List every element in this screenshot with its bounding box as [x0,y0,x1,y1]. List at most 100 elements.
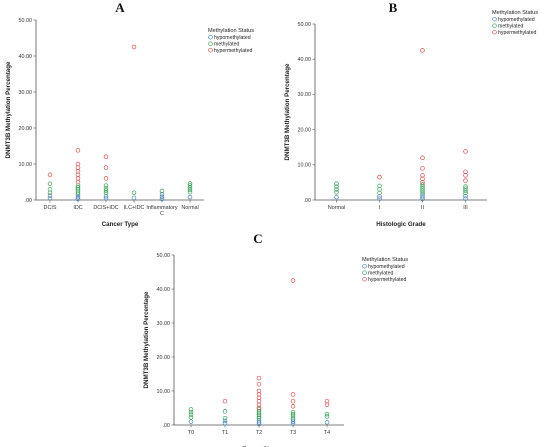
legend-entry-hypomethylated: hypomethylated [214,35,251,41]
data-point-methylated [188,409,194,415]
legend-entry-methylated: methylated [498,24,523,30]
data-point-methylated [75,185,81,190]
data-point-hypermethylated [420,173,425,178]
data-point-hypomethylated [187,194,193,200]
x-tick-label: IDC [73,205,82,211]
y-tick-label: 40.00 [298,57,312,63]
data-point-hypermethylated [103,176,109,181]
data-point-hypermethylated [47,172,53,178]
y-tick-label: 50.00 [157,253,171,259]
y-axis-title: DNMT3B Methylation Percentage [5,61,12,159]
y-axis-title: DNMT3B Methylation Percentage [284,63,291,161]
y-tick-label: 10.00 [298,163,312,169]
data-point-methylated [103,186,109,191]
data-point-methylated [47,190,53,196]
y-tick-label: 50.00 [19,18,33,24]
data-point-methylated [420,186,425,191]
data-point-hypomethylated [463,193,468,199]
legend-entry-hypomethylated: hypomethylated [498,17,535,23]
data-point-methylated [256,407,262,412]
data-point-hypomethylated [222,418,228,424]
data-point-hypermethylated [256,375,262,381]
panel-label: A [115,0,125,15]
data-point-hypomethylated [159,194,165,200]
data-point-hypermethylated [377,174,382,180]
y-tick-label: 20.00 [157,355,171,361]
data-point-hypomethylated [377,196,382,201]
y-tick-label: .00 [163,423,171,429]
data-point-hypermethylated [290,404,296,409]
data-point-hypermethylated [290,278,296,283]
data-point-hypermethylated [256,381,262,387]
data-point-hypomethylated [75,196,81,202]
data-point-hypermethylated [75,161,81,167]
x-tick-label: C [160,211,164,217]
chart-a-svg: A .00 10.00 20.00 30.00 40.00 50.00 DCIS IDC DCIS… [5,0,254,228]
x-tick-label: T0 [188,430,194,436]
legend-title: Methylation Status [362,257,408,263]
legend-marker-methylated [362,270,367,275]
data-point-hypermethylated [75,165,81,170]
y-tick-label: 20.00 [19,126,33,132]
data-point-methylated [187,185,193,191]
data-point-methylated [377,183,382,189]
data-point-methylated [256,415,262,421]
x-tick-label: DCIS+IDC [93,205,118,211]
y-tick-label: 10.00 [157,389,171,395]
data-point-methylated [463,190,468,196]
data-point-methylated [131,190,137,196]
data-point-hypomethylated [290,419,296,424]
data-point-hypermethylated [75,179,81,185]
legend-marker-methylated [492,23,497,28]
data-point-methylated [222,415,228,421]
data-point-hypomethylated [47,195,53,201]
data-point-methylated [103,183,109,188]
data-point-hypomethylated [159,191,165,197]
data-point-methylated [334,181,339,187]
data-point-methylated [47,186,53,192]
data-point-methylated [334,184,339,189]
data-point-methylated [187,181,193,186]
chart-panel-b: B .00 10.00 20.00 30.00 40.00 50.00 Normal I II II… [275,0,545,228]
legend-marker-hypomethylated [492,16,497,22]
data-point-hypomethylated [188,419,194,424]
x-tick-label: II [421,205,424,211]
data-point-methylated [463,184,468,189]
legend-title: Methylation Status [208,28,254,34]
data-point-hypermethylated [290,398,296,404]
data-point-hypermethylated [222,398,228,404]
x-tick-label: I [379,205,381,211]
data-point-hypomethylated [159,196,165,202]
data-point-methylated [188,412,194,418]
data-point-hypermethylated [463,178,468,183]
x-tick-label: DCIS [44,205,57,211]
data-point-methylated [334,187,339,192]
data-point-methylated [290,409,296,415]
x-tick-label: T1 [222,430,228,436]
legend-marker-hypermethylated [362,276,367,282]
data-point-methylated [187,187,193,193]
panel-label: C [253,231,262,246]
legend-marker-methylated [208,41,213,46]
x-tick-label: ILC+IDC [124,205,145,211]
data-point-methylated [324,414,330,419]
data-point-methylated [188,415,194,420]
data-point-hypermethylated [463,169,468,175]
data-point-hypermethylated [103,165,109,170]
data-point-methylated [103,190,109,196]
data-point-methylated [222,409,228,414]
data-point-hypomethylated [463,196,468,201]
data-point-hypermethylated [324,398,330,404]
x-tick-label: Normal [328,205,345,211]
data-point-methylated [324,411,330,417]
data-point-hypomethylated [131,195,137,201]
x-axis-title: Cancer Type [102,221,139,228]
data-point-hypermethylated [75,148,81,153]
x-tick-label: III [463,205,468,211]
legend-title: Methylation Status [492,10,538,16]
chart-panel-c: C.0010.0020.0030.0040.0050.00T0T1T2T3T4T… [130,225,430,447]
data-point-methylated [420,190,425,196]
data-point-methylated [256,409,262,414]
data-point-hypomethylated [290,417,296,422]
